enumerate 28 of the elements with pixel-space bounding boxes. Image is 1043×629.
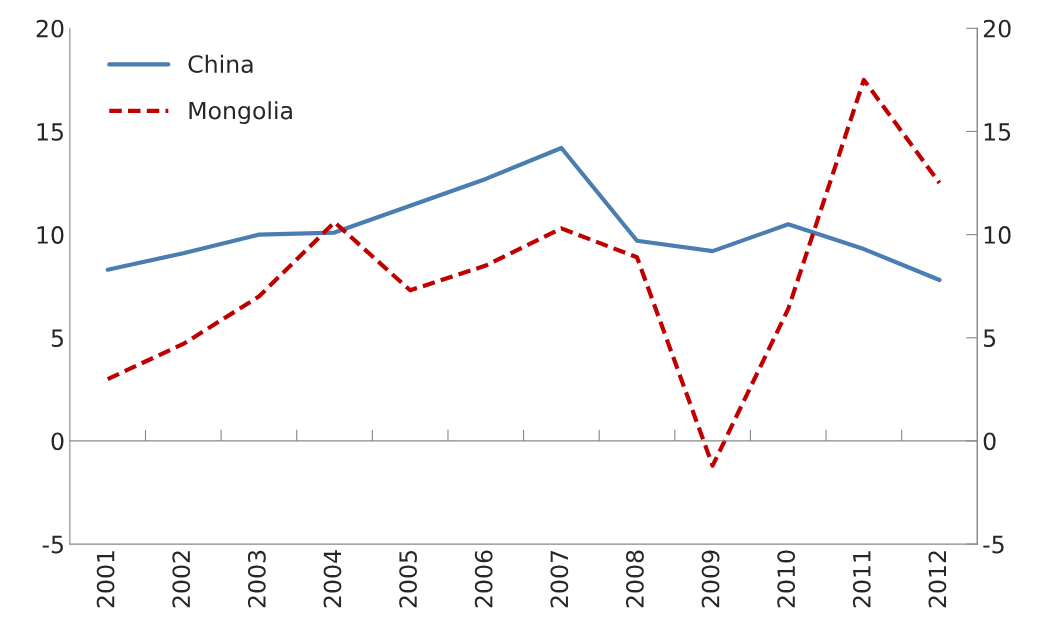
x-tick-label: 2008: [626, 550, 644, 608]
x-tick-label: 2011: [852, 551, 871, 608]
x-tick-label: 2012: [928, 551, 947, 608]
x-tick-label: 2010: [777, 550, 796, 608]
x-tick-label: 2005: [399, 551, 418, 608]
legend-label: China: [188, 54, 253, 73]
line-series: [105, 145, 942, 283]
x-tick-label: 2009: [701, 550, 720, 608]
x-tick-label: 2006: [474, 550, 493, 608]
x-tick-label: 2001: [96, 551, 115, 608]
y-tick-label: 10: [984, 226, 1011, 244]
x-tick-label: 2004: [323, 550, 342, 608]
x-tick-label: 2003: [247, 550, 266, 608]
y-tick-label: 20: [983, 19, 1011, 38]
y-tick-label: 15: [984, 123, 1011, 141]
y2-tick-label: 20: [36, 19, 64, 38]
y-tick-label: 0: [983, 432, 996, 451]
y2-tick-label: 0: [51, 432, 64, 451]
legend-label: Mongolia: [189, 101, 292, 125]
x-tick-label: 2002: [172, 551, 191, 608]
y2-tick-label: 10: [37, 226, 64, 244]
y2-tick-label: 15: [37, 123, 63, 141]
x-tick-label: 2007: [550, 550, 569, 608]
line-series: [105, 77, 942, 468]
y-tick-label: 5: [983, 329, 996, 348]
y2-tick-label: -5: [42, 535, 63, 554]
y-tick-label: -5: [983, 535, 1004, 554]
y2-tick-label: 5: [51, 329, 63, 348]
